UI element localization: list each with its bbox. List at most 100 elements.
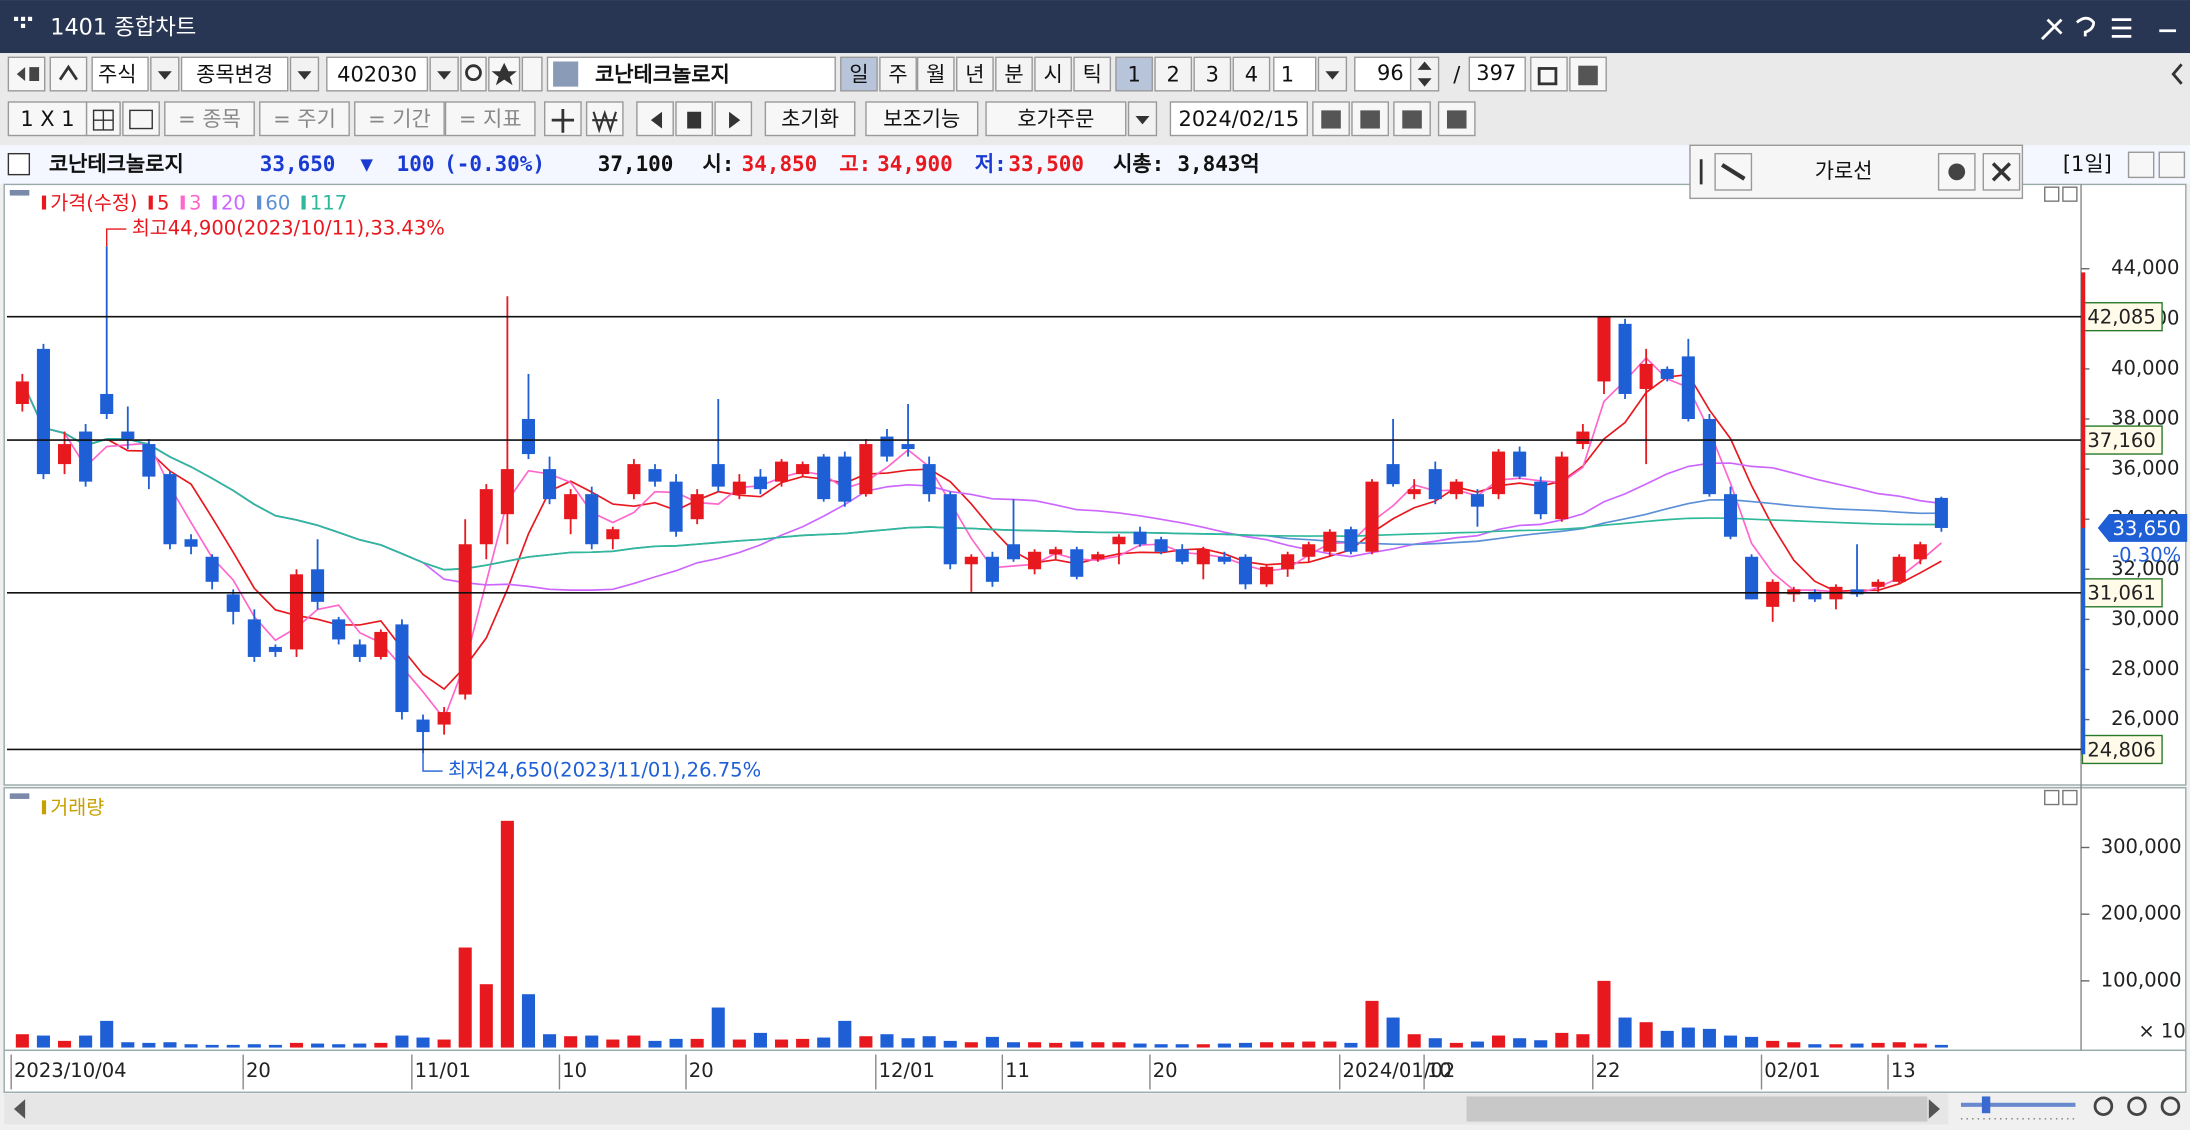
period-button[interactable] xyxy=(1034,56,1072,92)
candle-body xyxy=(585,494,599,545)
zoom-controls[interactable] xyxy=(1960,1096,2181,1120)
button[interactable] xyxy=(546,56,836,92)
multiple-button[interactable] xyxy=(1232,56,1271,92)
panel-button[interactable] xyxy=(2044,186,2060,202)
period-label: 월 xyxy=(926,62,945,86)
button[interactable] xyxy=(259,101,350,137)
legend-swatch xyxy=(41,800,47,815)
volume-bar xyxy=(163,1042,177,1048)
scroll-left[interactable] xyxy=(13,1099,26,1119)
volume-bar xyxy=(1006,1042,1021,1048)
candle-body xyxy=(1049,549,1063,555)
volume-bar xyxy=(268,1044,282,1048)
candle-body xyxy=(1449,481,1463,495)
pen-icon xyxy=(1721,163,1746,181)
button[interactable] xyxy=(2158,151,2186,179)
moving-average xyxy=(21,381,1942,571)
multiple-button[interactable] xyxy=(1115,56,1153,92)
period-button[interactable] xyxy=(995,56,1033,92)
candle-body xyxy=(247,619,261,657)
filter-button: = 지표 xyxy=(459,107,522,131)
filter-button: = 기간 xyxy=(368,107,431,131)
multiple-button[interactable] xyxy=(1154,56,1193,92)
pin-button[interactable] xyxy=(2040,18,2063,41)
period-button[interactable] xyxy=(879,56,917,92)
candle-body xyxy=(711,464,725,487)
button[interactable] xyxy=(1530,56,1568,92)
panel-button[interactable] xyxy=(2062,789,2078,806)
volume-bar xyxy=(1154,1044,1168,1048)
window-controls[interactable] xyxy=(2040,16,2177,41)
dropdown-arrow xyxy=(1135,115,1150,125)
x-tick-label: 22 xyxy=(1596,1059,1621,1082)
candle-body xyxy=(880,436,894,457)
button[interactable] xyxy=(180,56,289,92)
spinner-arrows xyxy=(1417,61,1432,87)
button[interactable] xyxy=(2127,151,2155,179)
menu-button[interactable] xyxy=(2111,18,2132,38)
help-button[interactable] xyxy=(2075,16,2096,37)
legend-label: 117 xyxy=(310,191,347,214)
candle-body xyxy=(184,539,198,547)
dropdown-arrow xyxy=(297,71,312,80)
multiple-button[interactable] xyxy=(1193,56,1232,92)
volume-bar xyxy=(36,1035,50,1048)
button[interactable] xyxy=(326,56,429,92)
period-button[interactable] xyxy=(840,56,878,92)
button[interactable] xyxy=(49,56,88,92)
volume-bar xyxy=(648,1040,662,1048)
period-button[interactable] xyxy=(1073,56,1112,92)
layout-button: 1 X 1 xyxy=(20,107,74,131)
panel-button[interactable] xyxy=(2062,186,2078,202)
panel-handle xyxy=(9,793,30,799)
button[interactable] xyxy=(7,56,46,92)
candle-body xyxy=(395,624,409,713)
current-price-box xyxy=(2097,514,2188,542)
scroll-right[interactable] xyxy=(1928,1099,1940,1119)
button[interactable] xyxy=(444,101,536,137)
button[interactable] xyxy=(985,101,1127,137)
button[interactable] xyxy=(1169,101,1308,137)
button[interactable] xyxy=(521,56,543,92)
volume-bar xyxy=(901,1038,915,1048)
annotation-arrow xyxy=(422,753,443,772)
candle-body xyxy=(311,569,325,602)
x-tick-label: 20 xyxy=(246,1059,271,1082)
volume-bar xyxy=(1302,1041,1316,1048)
candle-body xyxy=(1028,551,1042,570)
button[interactable] xyxy=(91,56,149,92)
volume-bar xyxy=(1449,1042,1463,1048)
button[interactable] xyxy=(1468,56,1526,92)
candle-body xyxy=(1597,316,1611,382)
volume-bar xyxy=(1639,1022,1653,1048)
period-button[interactable] xyxy=(916,56,955,92)
volume-bar xyxy=(817,1037,831,1048)
volume-legend: 거래량 xyxy=(50,796,104,819)
volume-bar xyxy=(1238,1042,1253,1048)
button[interactable] xyxy=(585,101,624,137)
candle-body xyxy=(416,719,430,733)
candle-body xyxy=(226,594,240,612)
panel-button[interactable] xyxy=(2044,789,2060,806)
scroll-thumb[interactable] xyxy=(1466,1096,1928,1122)
candle-body xyxy=(1386,464,1400,485)
x-tick-label: 02/01 xyxy=(1764,1059,1820,1082)
candle-body xyxy=(1006,544,1021,560)
button[interactable] xyxy=(354,101,445,137)
button[interactable] xyxy=(164,101,255,137)
button[interactable] xyxy=(460,56,487,92)
high-annotation: 최고44,900(2023/10/11),33.43% xyxy=(132,217,445,240)
info-price: 33,650 xyxy=(260,152,336,176)
button[interactable] xyxy=(1982,152,2021,191)
period-label: 시 xyxy=(1043,62,1062,86)
volume-bar xyxy=(1787,1042,1801,1048)
button[interactable] xyxy=(865,101,979,137)
button[interactable] xyxy=(764,101,856,137)
candle-body xyxy=(964,556,978,565)
checkbox[interactable] xyxy=(7,152,31,176)
button[interactable] xyxy=(7,101,88,137)
period-button[interactable] xyxy=(956,56,994,92)
button[interactable] xyxy=(1273,56,1317,92)
candle-body xyxy=(205,556,219,582)
button[interactable] xyxy=(122,101,160,137)
